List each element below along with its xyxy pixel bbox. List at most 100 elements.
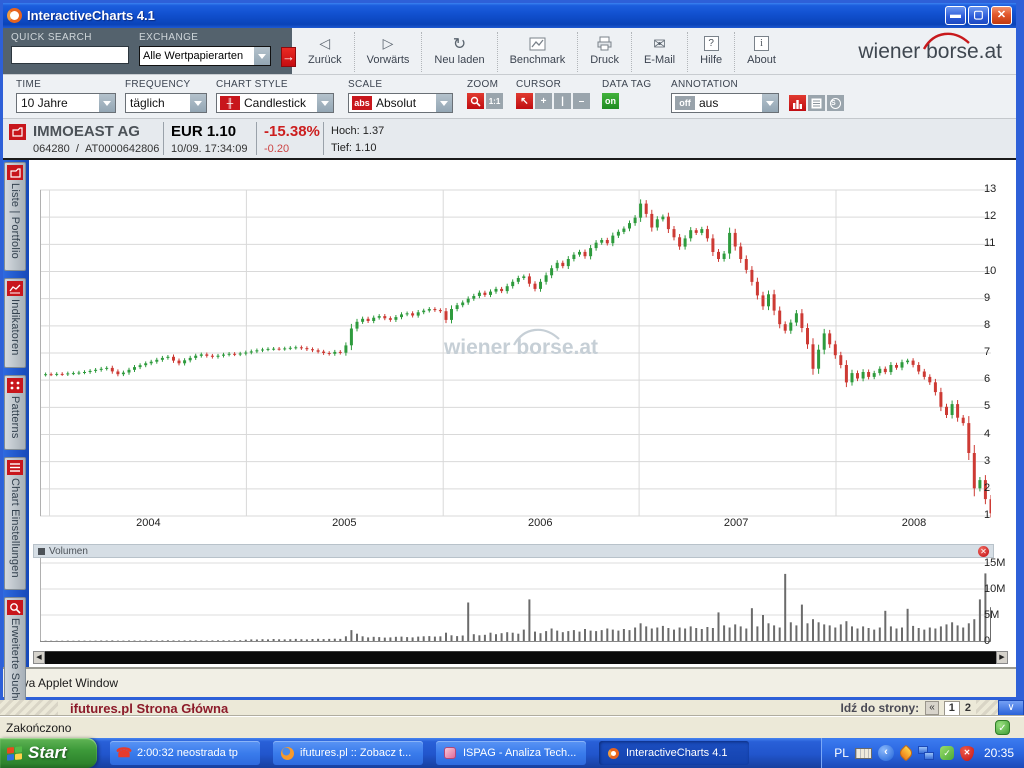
annotation-volume-button[interactable]: [789, 95, 806, 111]
chart-toolbar: TIME 10 Jahre FREQUENCY täglich CHART ST…: [3, 75, 1016, 119]
frequency-dropdown[interactable]: täglich: [125, 93, 207, 113]
chevron-down-icon[interactable]: [99, 94, 115, 112]
task-ifutures[interactable]: ifutures.pl :: Zobacz t...: [273, 741, 423, 765]
list-folder-icon[interactable]: [9, 124, 26, 140]
about-button[interactable]: i About: [734, 32, 788, 72]
quick-search-input[interactable]: [11, 46, 129, 64]
page-link[interactable]: ifutures.pl Strona Główna: [70, 700, 229, 716]
sidebar-tab-chart-einstellungen[interactable]: Chart Einstellungen: [4, 457, 26, 590]
envelope-icon: ✉: [653, 35, 666, 53]
task-neostrada[interactable]: ☎ 2:00:32 neostrada tp: [110, 741, 260, 765]
search-go-button[interactable]: →: [281, 47, 296, 67]
quick-search-label: QUICK SEARCH: [11, 32, 92, 43]
browser-status-bar: Zakończono ✓: [0, 716, 1024, 738]
price-tick-label: 11: [984, 237, 996, 250]
page-2-link[interactable]: 2: [964, 702, 971, 714]
legend-square-icon: [38, 547, 45, 555]
year-tick-label: 2007: [723, 517, 749, 529]
reload-label: Neu laden: [434, 54, 485, 66]
email-label: E-Mail: [643, 54, 676, 66]
chevron-down-icon[interactable]: [317, 94, 333, 112]
sidebar-tab-liste-portfolio[interactable]: Liste | Portfolio: [4, 162, 26, 271]
help-button[interactable]: ? Hilfe: [687, 32, 734, 72]
logo-swoosh-icon: [923, 32, 970, 50]
task-interactivecharts[interactable]: InteractiveCharts 4.1: [599, 741, 749, 765]
keyboard-icon[interactable]: [854, 747, 872, 759]
scrollbar-thumb[interactable]: [45, 651, 996, 664]
chevron-down-icon[interactable]: [254, 47, 270, 65]
zoom-magnifier-button[interactable]: [467, 93, 484, 109]
scroll-right-icon[interactable]: ▶: [996, 651, 1008, 664]
price-chart[interactable]: [40, 182, 991, 522]
time-scrollbar[interactable]: ◀ ▶: [33, 651, 1008, 664]
hide-tray-icons-button[interactable]: ‹: [877, 745, 894, 761]
maximize-button[interactable]: ▢: [968, 6, 989, 25]
scale-dropdown[interactable]: abs Absolut: [348, 93, 453, 113]
scroll-down-chevron-button[interactable]: ∨: [998, 700, 1024, 716]
cursor-arrow-button[interactable]: ↖: [516, 93, 533, 109]
close-button[interactable]: ✕: [991, 6, 1012, 25]
sidebar-tab-indikatoren[interactable]: Indikatoren: [4, 277, 26, 368]
time-dropdown[interactable]: 10 Jahre: [16, 93, 116, 113]
antivirus-ok-icon[interactable]: ✓: [939, 746, 954, 760]
volume-tick-label: 5M: [984, 609, 1000, 621]
email-button[interactable]: ✉ E-Mail: [630, 32, 687, 72]
minimize-button[interactable]: ▬: [945, 6, 966, 25]
app-logo-icon: [7, 8, 22, 23]
language-indicator[interactable]: PL: [834, 746, 849, 760]
start-button[interactable]: Start: [0, 738, 97, 768]
volume-chart[interactable]: [40, 558, 991, 642]
scroll-left-icon[interactable]: ◀: [33, 651, 45, 664]
patterns-icon: [7, 377, 23, 393]
annotation-splits-button[interactable]: S: [827, 95, 844, 111]
sidebar-tab-patterns[interactable]: Patterns: [4, 374, 26, 451]
system-tray: PL ‹ ✓ ✕ 20:35: [821, 738, 1024, 768]
wiener-boerse-logo: wiener borse.at: [858, 32, 1016, 72]
taskbar: Start ☎ 2:00:32 neostrada tp ifutures.pl…: [0, 738, 1024, 768]
annotation-news-button[interactable]: [808, 95, 825, 111]
volume-panel-header[interactable]: Volumen ✕: [33, 544, 994, 558]
page-1-current[interactable]: 1: [943, 700, 960, 716]
day-low: Tief: 1.10: [331, 142, 377, 155]
cursor-label: CURSOR: [516, 79, 562, 90]
exchange-dropdown[interactable]: Alle Wertpapierarten: [139, 46, 271, 66]
cursor-vline-button[interactable]: |: [554, 93, 571, 109]
annotation-dropdown[interactable]: off aus: [671, 93, 779, 113]
reload-button[interactable]: ↻ Neu laden: [421, 32, 496, 72]
chevron-down-icon[interactable]: [762, 94, 778, 112]
forward-arrow-icon: ▷: [382, 35, 394, 51]
annotation-label: ANNOTATION: [671, 79, 739, 90]
flame-tray-icon[interactable]: [897, 744, 915, 762]
network-icon[interactable]: [917, 746, 934, 760]
chart-style-label: CHART STYLE: [216, 79, 288, 90]
zoom-ratio-button[interactable]: 1:1: [486, 93, 503, 109]
volume-tick-label: 0: [984, 635, 991, 647]
chart-style-dropdown[interactable]: ╫ Candlestick: [216, 93, 334, 113]
search-icon: [7, 600, 23, 615]
cursor-crosshair-button[interactable]: +: [535, 93, 552, 109]
chevron-down-icon[interactable]: [436, 94, 452, 112]
task-ispag[interactable]: ISPAG - Analiza Tech...: [436, 741, 586, 765]
forward-button[interactable]: ▷ Vorwärts: [353, 32, 422, 72]
close-icon[interactable]: ✕: [978, 545, 989, 557]
data-tag-toggle[interactable]: on: [602, 93, 619, 109]
print-button[interactable]: Druck: [577, 32, 631, 72]
main-toolbar: QUICK SEARCH EXCHANGE Alle Wertpapierart…: [3, 28, 1016, 75]
security-shield-icon[interactable]: ✕: [959, 745, 974, 761]
interactivecharts-window: InteractiveCharts 4.1 ▬ ▢ ✕ QUICK SEARCH…: [0, 0, 1024, 700]
back-button[interactable]: ◁ Zurück: [296, 32, 354, 72]
frequency-label: FREQUENCY: [125, 79, 191, 90]
change-absolute: -0.20: [264, 143, 290, 155]
change-percent: -15.38%: [264, 123, 320, 140]
price-tick-label: 13: [984, 183, 997, 195]
title-bar[interactable]: InteractiveCharts 4.1 ▬ ▢ ✕: [3, 3, 1016, 28]
chevron-down-icon[interactable]: [190, 94, 206, 112]
dialer-icon: ☎: [115, 745, 133, 760]
cursor-hline-button[interactable]: –: [573, 93, 590, 109]
benchmark-button[interactable]: Benchmark: [496, 32, 578, 72]
first-page-button[interactable]: «: [925, 701, 939, 715]
last-price: EUR 1.10: [171, 123, 237, 140]
sidebar-tab-erweiterte-suche[interactable]: Erweiterte Suche: [4, 597, 26, 717]
app-body: Liste | Portfolio Indikatoren Patterns: [3, 160, 1016, 717]
